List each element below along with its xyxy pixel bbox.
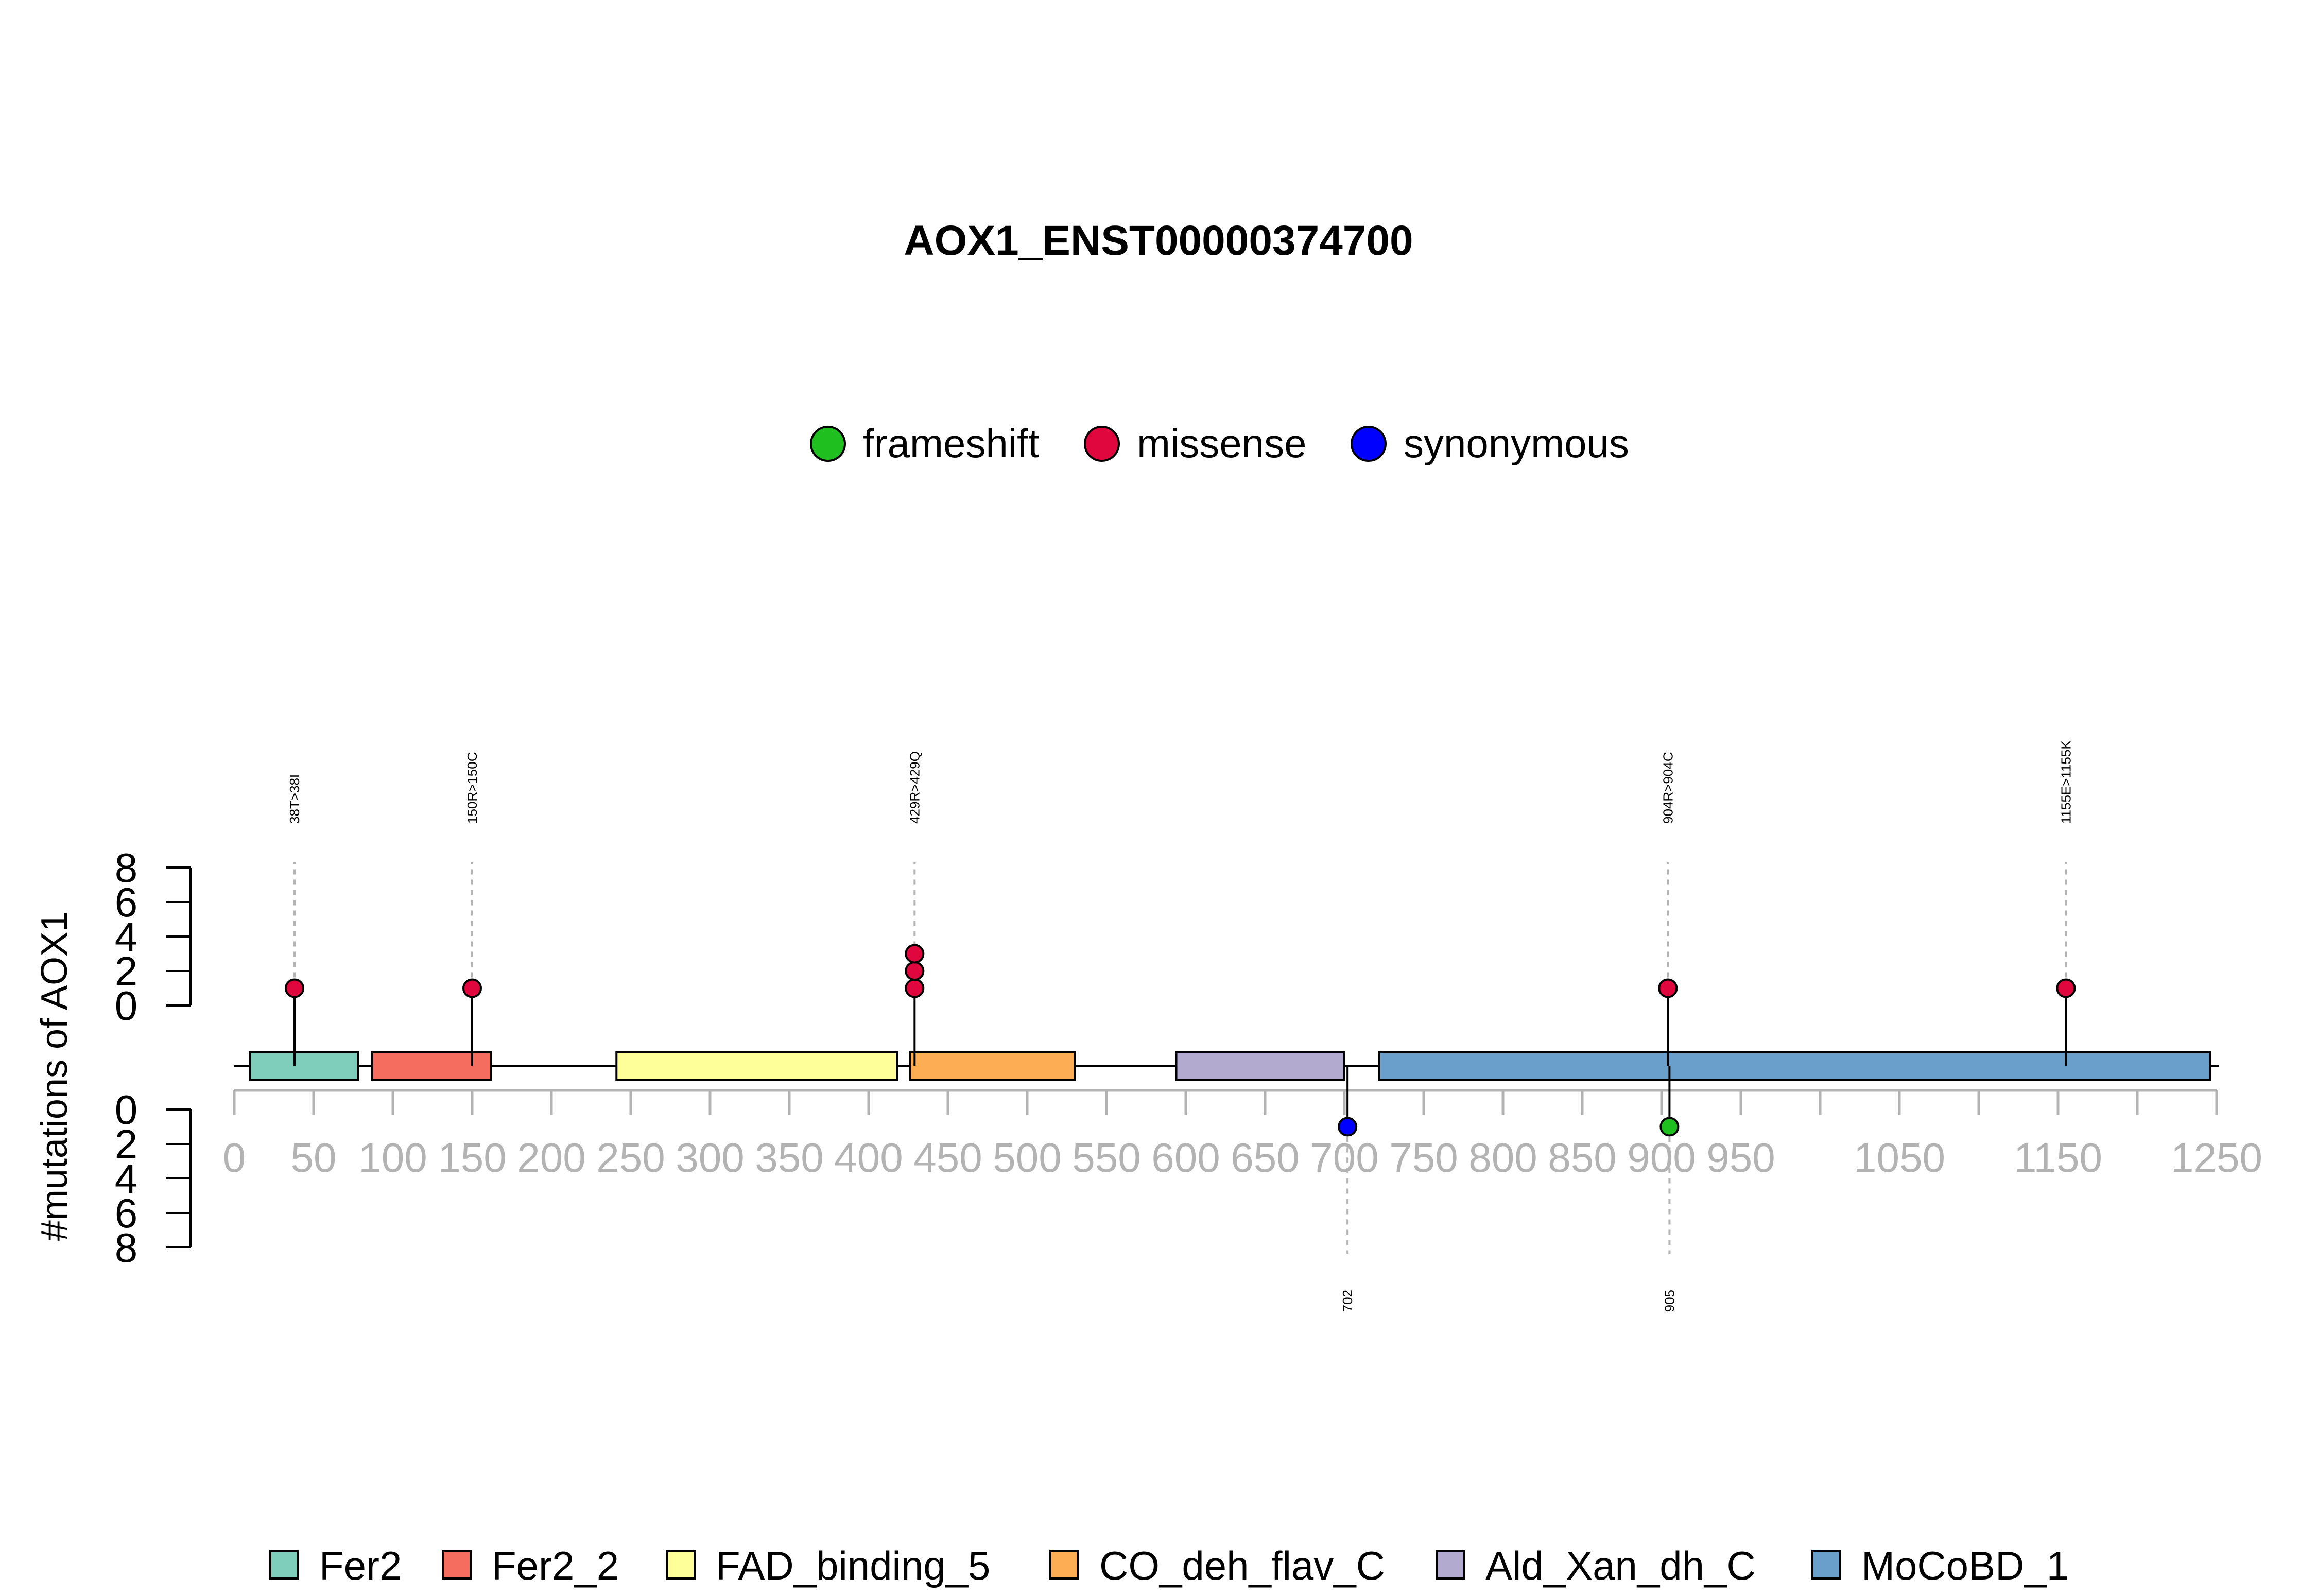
mutation-429R>429Q: 429R>429Q [905,751,925,1066]
x-tick-label: 1050 [1854,1135,1945,1181]
x-tick-label: 400 [834,1135,903,1181]
y-axis-label: #mutations of AOX1 [34,911,75,1241]
Fer2_2-swatch [442,1550,472,1580]
mutation-905: 905 [1659,1066,1680,1312]
lollipop-head [1659,1117,1680,1137]
legend-item-missense: missense [1084,421,1306,466]
x-tick-label: 250 [596,1135,665,1181]
x-tick-label: 750 [1389,1135,1458,1181]
top-y-tick-label: 6 [115,879,138,925]
chart-title: AOX1_ENST00000374700 [904,217,1413,264]
lollipop-head [2056,978,2076,998]
FAD_binding_5-swatch [666,1550,696,1580]
domain-legend-item-FAD_binding_5: FAD_binding_5 [666,1543,990,1588]
Ald_Xan_dh_C-swatch [1436,1550,1465,1580]
x-tick-label: 800 [1468,1135,1537,1181]
x-tick-label: 0 [223,1135,246,1181]
mutation-150R>150C: 150R>150C [462,752,482,1066]
x-tick-label: 150 [438,1135,506,1181]
domain-legend-label: MoCoBD_1 [1861,1543,2069,1588]
protein-domains [249,1051,2211,1081]
frameshift-marker [810,426,846,462]
domain-CO_deh_flav_C [909,1051,1076,1081]
domain-Fer2 [249,1051,359,1081]
domain-legend-item-MoCoBD_1: MoCoBD_1 [1811,1543,2069,1588]
domain-legend-label: Fer2_2 [492,1543,619,1588]
domain-Fer2_2 [371,1051,492,1081]
domain-legend: Fer2 Fer2_2 FAD_binding_5 CO_deh_flav_C Ald_… [269,1543,2069,1588]
domain-MoCoBD_1 [1378,1051,2211,1081]
CO_deh_flav_C-swatch [1049,1550,1079,1580]
legend-item-synonymous: synonymous [1351,421,1629,466]
Fer2-swatch [269,1550,299,1580]
domain-legend-label: Fer2 [319,1543,402,1588]
x-tick-label: 300 [676,1135,744,1181]
top-y-tick-label: 8 [115,845,138,891]
lollipop-head [462,978,482,998]
lollipop-head [285,978,305,998]
x-tick-label: 200 [517,1135,585,1181]
missense-marker [1084,426,1120,462]
x-tick-label: 50 [291,1135,337,1181]
lollipop-head [1658,978,1678,998]
x-tick-label: 450 [913,1135,982,1181]
top-y-tick-label: 2 [115,948,138,994]
x-axis: 0 50 100 150 200 250 300 350 400 450 500 550 600 650 7… [223,1089,2262,1181]
domain-legend-label: CO_deh_flav_C [1099,1543,1385,1588]
mutation-lollipops: 38T>38I 150R>150C 429R>429Q 904R>904C 1155E>… [285,740,2076,1312]
domain-legend-label: FAD_binding_5 [716,1543,990,1588]
mutation-38T>38I: 38T>38I [285,774,305,1066]
x-tick-label: 350 [755,1135,823,1181]
bottom-y-tick-label: 6 [115,1190,138,1236]
mutation-label: 702 [1340,1290,1355,1312]
mutation-label: 429R>429Q [907,751,922,824]
lollipop-head [905,961,925,981]
x-tick-label: 650 [1231,1135,1299,1181]
domain-legend-item-Fer2: Fer2 [269,1543,402,1588]
domain-legend-item-Ald_Xan_dh_C: Ald_Xan_dh_C [1436,1543,1756,1588]
x-tick-label: 900 [1627,1135,1696,1181]
mutation-label: 150R>150C [464,752,480,824]
mutation-702: 702 [1338,1066,1358,1312]
MoCoBD_1-swatch [1811,1550,1841,1580]
mutation-label: 904R>904C [1660,752,1675,824]
legend-label: synonymous [1404,421,1629,466]
x-tick-label: 500 [993,1135,1061,1181]
x-tick-label: 1150 [2014,1135,2102,1181]
x-tick-label: 700 [1310,1135,1378,1181]
domain-legend-item-CO_deh_flav_C: CO_deh_flav_C [1049,1543,1385,1588]
x-tick-label: 1250 [2171,1135,2262,1181]
x-tick-label: 100 [358,1135,427,1181]
top-y-tick-label: 4 [115,914,138,960]
legend-item-frameshift: frameshift [810,421,1040,466]
mutation-label: 1155E>1155K [2058,740,2073,824]
lollipop-head [905,978,925,998]
synonymous-marker [1351,426,1387,462]
bottom-y-tick-label: 4 [115,1156,138,1202]
mutation-label: 38T>38I [287,774,302,824]
bottom-y-tick-label: 8 [115,1225,138,1271]
bottom-y-tick-label: 0 [115,1087,138,1133]
domain-Ald_Xan_dh_C [1175,1051,1346,1081]
mutation-904R>904C: 904R>904C [1658,752,1678,1066]
x-tick-label: 950 [1706,1135,1775,1181]
x-tick-label: 550 [1072,1135,1140,1181]
mutation-type-legend: frameshift missense synonymous [810,421,1629,466]
bottom-y-tick-label: 2 [115,1121,138,1167]
legend-label: missense [1137,421,1306,466]
top-y-tick-label: 0 [115,983,138,1029]
domain-legend-item-Fer2_2: Fer2_2 [442,1543,619,1588]
lollipop-head [1338,1117,1358,1137]
domain-legend-label: Ald_Xan_dh_C [1485,1543,1756,1588]
legend-label: frameshift [863,421,1040,466]
lollipop-head [905,944,925,964]
x-tick-label: 850 [1548,1135,1616,1181]
domain-FAD_binding_5 [615,1051,898,1081]
x-tick-label: 600 [1151,1135,1220,1181]
mutation-1155E>1155K: 1155E>1155K [2056,740,2076,1066]
mutation-label: 905 [1662,1290,1677,1312]
